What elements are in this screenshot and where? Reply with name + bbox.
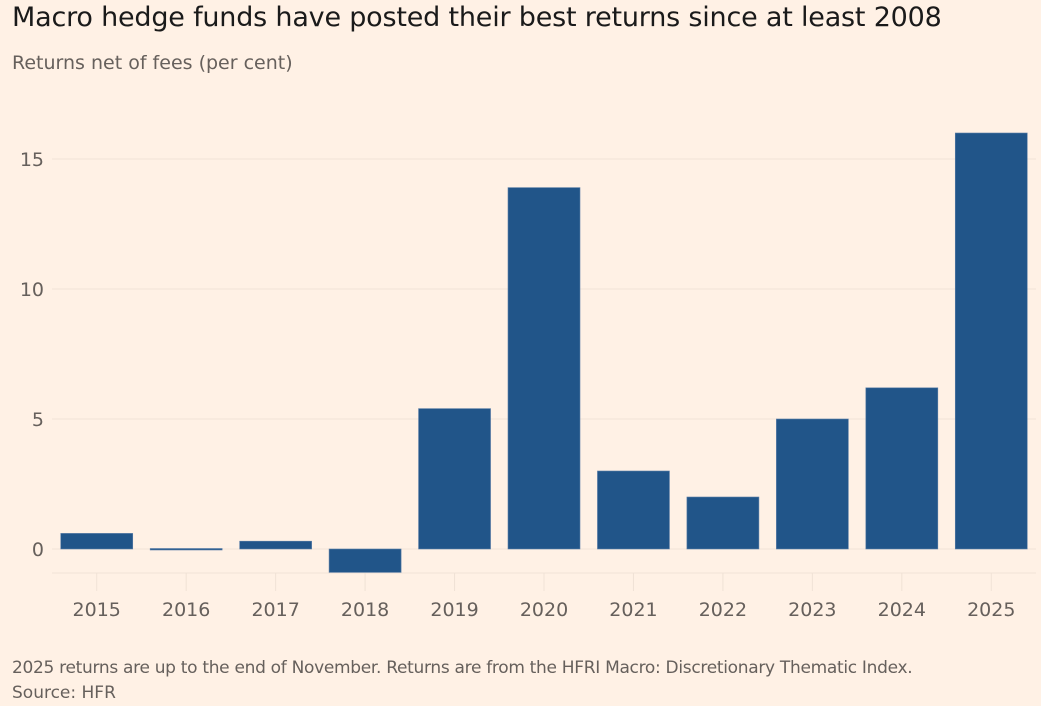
bar-2019 xyxy=(418,408,491,550)
x-tick-label: 2023 xyxy=(788,599,836,621)
chart-source: Source: HFR xyxy=(12,683,116,703)
bar-2015 xyxy=(60,533,134,550)
bar-2025 xyxy=(954,132,1028,550)
y-tick-label: 10 xyxy=(20,279,44,301)
chart-title: Macro hedge funds have posted their best… xyxy=(12,2,942,33)
chart-subtitle: Returns net of fees (per cent) xyxy=(12,52,293,74)
bar-2020 xyxy=(507,187,581,550)
bar-2023 xyxy=(776,418,849,550)
x-tick-label: 2016 xyxy=(162,599,210,621)
x-tick-label: 2024 xyxy=(878,599,926,621)
bar-2018 xyxy=(328,548,402,573)
x-tick-label: 2018 xyxy=(341,599,389,621)
bars xyxy=(60,132,1028,573)
x-tick-label: 2022 xyxy=(699,599,747,621)
y-tick-label: 0 xyxy=(32,539,44,561)
x-axis xyxy=(52,572,1036,591)
x-tick-label: 2020 xyxy=(520,599,568,621)
x-tick-label: 2015 xyxy=(73,599,121,621)
bar-2022 xyxy=(686,496,760,550)
y-tick-label: 15 xyxy=(20,149,44,171)
bar-2016 xyxy=(149,548,223,551)
y-axis-ticks: 0 5 10 15 xyxy=(20,149,44,561)
bar-2017 xyxy=(239,540,312,550)
bar-2021 xyxy=(597,470,670,550)
x-tick-label: 2021 xyxy=(609,599,657,621)
x-axis-labels: 2015 2016 2017 2018 2019 2020 2021 2022 2023 2024… xyxy=(73,599,1016,621)
x-tick-label: 2017 xyxy=(251,599,299,621)
x-tick-label: 2019 xyxy=(430,599,478,621)
chart-note: 2025 returns are up to the end of Novemb… xyxy=(12,658,913,678)
y-tick-label: 5 xyxy=(32,409,44,431)
bar-2024 xyxy=(865,387,939,550)
x-tick-label: 2025 xyxy=(967,599,1015,621)
